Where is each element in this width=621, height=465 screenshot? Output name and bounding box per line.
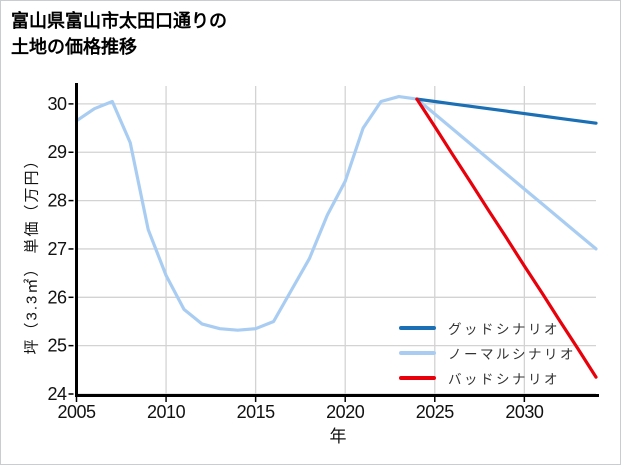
y-axis-label: 坪（3.3㎡） 単価（万円）	[23, 151, 41, 355]
page-title-line1: 富山県富山市太田口通りの	[11, 11, 227, 31]
x-tick-label-2015: 2015	[237, 402, 276, 422]
y-tick-label-24: 24	[47, 384, 67, 404]
legend-item-normal-scenario: ノーマルシナリオ	[399, 340, 576, 365]
legend-label-normal-scenario: ノーマルシナリオ	[448, 346, 576, 362]
x-tick-label-2005: 2005	[57, 402, 96, 422]
y-tick-label-27: 27	[47, 239, 67, 259]
y-tick-label-30: 30	[47, 94, 67, 114]
series-line-1	[415, 97, 598, 125]
series-line-0	[74, 94, 598, 332]
legend-swatch-bad-scenario	[399, 375, 436, 380]
x-tick-label-2010: 2010	[147, 402, 186, 422]
y-tick-label-26: 26	[47, 287, 67, 307]
y-tick-label-29: 29	[47, 142, 67, 162]
legend-swatch-normal-scenario	[399, 350, 436, 355]
legend: グッドシナリオ ノーマルシナリオ バッドシナリオ	[399, 315, 576, 390]
page-title: 富山県富山市太田口通りの 土地の価格推移	[11, 8, 227, 60]
x-tick-label-2025: 2025	[416, 402, 455, 422]
page-title-line2: 土地の価格推移	[11, 37, 137, 57]
x-tick-label-2030: 2030	[505, 402, 544, 422]
legend-item-good-scenario: グッドシナリオ	[399, 315, 576, 340]
y-tick-label-25: 25	[47, 336, 67, 356]
series-line-2	[415, 97, 598, 379]
legend-swatch-good-scenario	[399, 325, 436, 330]
x-axis-label: 年	[329, 427, 347, 446]
x-tick-label-2020: 2020	[326, 402, 365, 422]
legend-item-bad-scenario: バッドシナリオ	[399, 365, 576, 390]
legend-label-bad-scenario: バッドシナリオ	[448, 371, 560, 387]
y-tick-label-28: 28	[47, 191, 67, 211]
legend-label-good-scenario: グッドシナリオ	[448, 321, 560, 337]
